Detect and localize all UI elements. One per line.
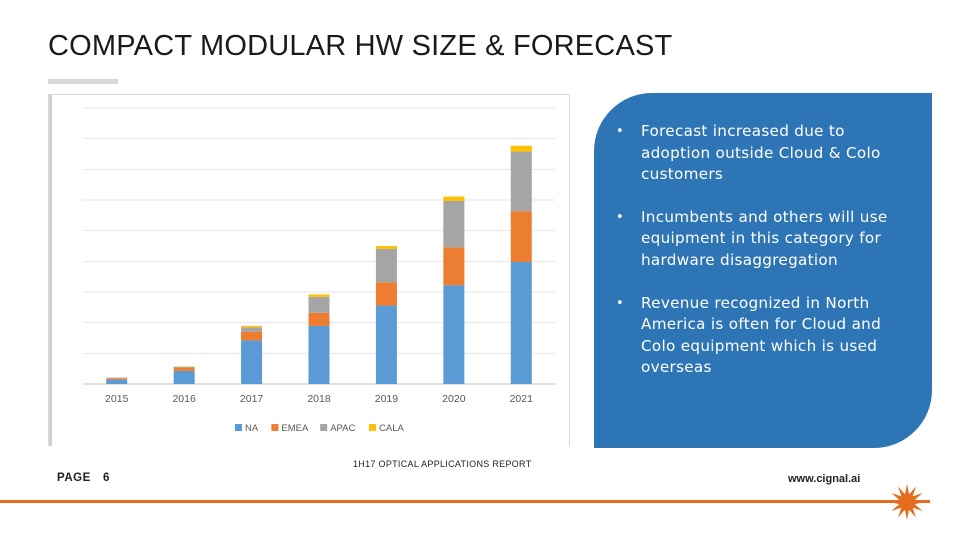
- bar-segment-emea: [173, 368, 195, 371]
- footer-page-number: 6: [103, 472, 110, 484]
- bar-segment-na: [308, 325, 330, 384]
- bar-segment-apac: [106, 377, 128, 379]
- legend-swatch-na: [235, 424, 242, 431]
- bar-segment-apac: [375, 248, 397, 283]
- bar-segment-na: [173, 370, 195, 384]
- stacked-bar-chart: 2015 2016 2017 2018 2019 2020 2021 NA EMEA APAC CA…: [83, 107, 555, 434]
- note-text: Forecast increased due to adoption outsi…: [641, 122, 881, 184]
- bullet-icon: •: [616, 295, 624, 311]
- bullet-icon: •: [616, 124, 624, 139]
- bar-segment-na: [241, 340, 263, 384]
- title-underline: [48, 79, 118, 84]
- bar-segment-cala: [241, 325, 263, 328]
- footer-page-label: PAGE: [57, 472, 91, 484]
- footer-report-title: 1H17 OPTICAL APPLICATIONS REPORT: [353, 459, 532, 469]
- footer-divider: [0, 500, 930, 503]
- footer-url-link[interactable]: www.cignal.ai: [788, 473, 861, 485]
- legend-label: CALA: [379, 423, 404, 434]
- note-item: • Forecast increased due to adoption outs…: [616, 121, 908, 186]
- bar-segment-cala: [443, 196, 465, 201]
- bar-segment-cala: [173, 366, 195, 368]
- chart-container: 2015 2016 2017 2018 2019 2020 2021 NA EMEA APAC CA…: [48, 94, 570, 446]
- bar-segment-apac: [173, 366, 195, 369]
- sun-logo-icon: [889, 484, 925, 520]
- bar-segment-apac: [510, 151, 532, 212]
- legend-label: APAC: [330, 423, 355, 434]
- bullet-icon: •: [616, 209, 624, 225]
- bar-segment-emea: [375, 282, 397, 306]
- note-text: Incumbents and others will use equipment…: [641, 207, 888, 269]
- x-tick-label: 2019: [375, 393, 399, 405]
- bar-segment-emea: [443, 247, 465, 286]
- bar-segment-apac: [241, 327, 263, 332]
- page-title: COMPACT MODULAR HW SIZE & FORECAST: [48, 30, 673, 62]
- bar-segment-emea: [510, 211, 532, 262]
- x-tick-label: 2020: [442, 393, 466, 405]
- bar-segment-apac: [443, 200, 465, 248]
- bar-segment-emea: [106, 378, 128, 380]
- bar-segment-emea: [241, 331, 263, 341]
- legend-swatch-emea: [271, 424, 279, 431]
- bar-segment-na: [375, 305, 397, 384]
- x-tick-label: 2021: [510, 393, 534, 405]
- bar-segment-apac: [308, 296, 330, 313]
- notes-panel: • Forecast increased due to adoption outs…: [594, 93, 932, 448]
- bar-segment-cala: [375, 246, 397, 249]
- bar-segment-cala: [510, 145, 532, 152]
- bar-segment-emea: [308, 312, 330, 326]
- bar-segment-na: [106, 379, 128, 384]
- x-tick-label: 2016: [172, 393, 196, 405]
- bar-segment-na: [510, 261, 532, 384]
- legend-label: EMEA: [281, 423, 309, 434]
- note-text: Revenue recognized in North America is o…: [641, 293, 882, 377]
- x-tick-label: 2015: [105, 393, 129, 405]
- bar-segment-na: [443, 285, 465, 384]
- note-item: • Incumbents and others will use equipmen…: [616, 207, 908, 272]
- bar-segment-cala: [308, 294, 330, 297]
- notes-list: • Forecast increased due to adoption outs…: [616, 121, 908, 379]
- legend-swatch-cala: [369, 424, 376, 431]
- x-tick-label: 2017: [240, 393, 264, 405]
- note-item: • Revenue recognized in North America is …: [616, 293, 908, 379]
- x-tick-label: 2018: [307, 393, 331, 405]
- legend-label: NA: [245, 423, 259, 434]
- legend-swatch-apac: [320, 424, 328, 431]
